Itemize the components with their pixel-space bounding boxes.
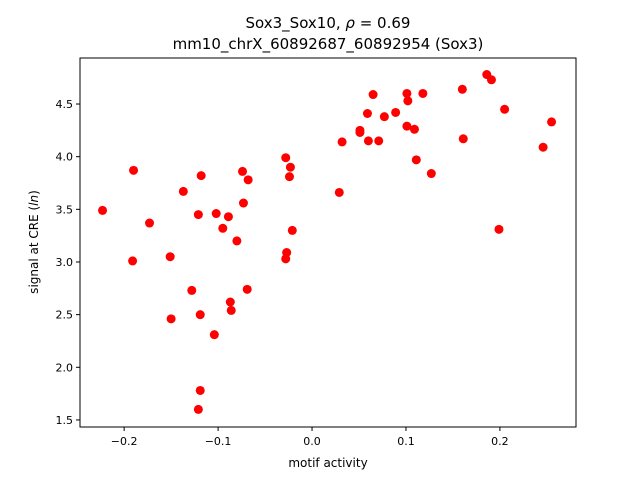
data-point [238,166,248,176]
data-point [418,88,428,98]
y-tick-label: 2.0 [56,361,74,374]
data-point [209,330,219,340]
data-point [500,104,510,114]
data-point [457,84,467,94]
data-point [195,385,205,395]
data-point [374,136,384,146]
data-point [223,212,233,222]
data-point [391,107,401,117]
x-axis-label: motif activity [288,456,367,470]
data-point [145,218,155,228]
data-point [193,404,203,414]
x-tick-label: 0.0 [303,435,321,448]
data-point [426,169,436,179]
data-point [337,137,347,147]
y-tick-label: 2.5 [56,309,74,322]
data-point [284,172,294,182]
data-point [409,124,419,134]
data-point [334,187,344,197]
chart-title-line1: Sox3_Sox10, ρ = 0.69 [246,14,411,33]
data-point [281,254,291,264]
data-point [538,142,548,152]
data-point [402,121,412,131]
data-point [225,297,235,307]
x-tick-label: 0.1 [397,435,415,448]
data-point [195,310,205,320]
data-point [363,136,373,146]
plot-frame [79,57,577,428]
data-point [494,224,504,234]
data-point [218,223,228,233]
data-point [402,88,412,98]
data-point [193,210,203,220]
y-tick-label: 1.5 [56,414,74,427]
data-point [178,186,188,196]
data-point [411,155,421,165]
data-point [187,285,197,295]
data-point [281,153,291,163]
data-point [165,252,175,262]
y-tick-label: 4.0 [56,151,74,164]
data-point [242,284,252,294]
data-point [98,205,108,215]
data-point [368,90,378,100]
data-point [232,236,242,246]
data-point [379,112,389,122]
data-point [547,117,557,127]
data-point [243,175,253,185]
data-point [362,108,372,118]
data-point [226,305,236,315]
data-point [238,198,248,208]
y-tick-label: 3.0 [56,256,74,269]
y-tick-label: 3.5 [56,203,74,216]
x-tick-label: −0.2 [111,435,138,448]
chart-title-line2: mm10_chrX_60892687_60892954 (Sox3) [173,35,484,54]
data-point [458,134,468,144]
data-point [196,171,206,181]
data-point [129,165,139,175]
x-tick-label: −0.1 [205,435,232,448]
data-point [403,96,413,106]
data-point [287,225,297,235]
x-tick-label: 0.2 [491,435,509,448]
y-axis-label: signal at CRE (ln) [27,190,41,294]
y-tick-label: 4.5 [56,98,74,111]
data-point [128,256,138,266]
data-point [166,314,176,324]
data-point [211,209,221,219]
data-point [355,127,365,137]
data-point [285,162,295,172]
data-point [486,75,496,85]
